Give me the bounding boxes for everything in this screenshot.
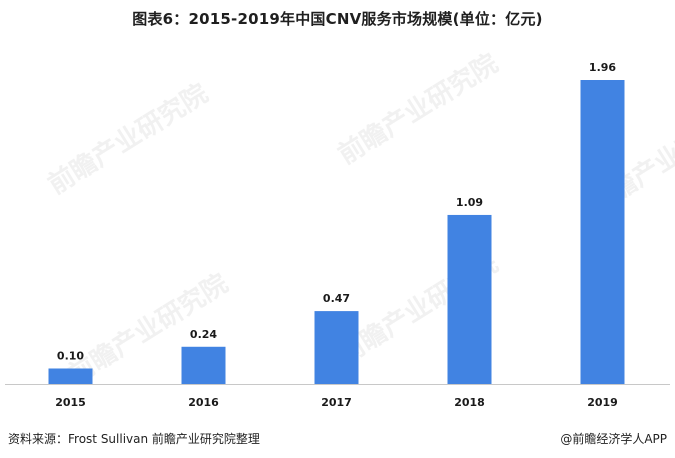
x-tick-label-2018: 2018	[454, 396, 485, 409]
x-tick-label-2019: 2019	[587, 396, 618, 409]
source-note: 资料来源：Frost Sullivan 前瞻产业研究院整理	[8, 432, 260, 446]
footer: 资料来源：Frost Sullivan 前瞻产业研究院整理 @前瞻经济学人APP	[0, 424, 675, 458]
x-tick-label-2017: 2017	[321, 396, 352, 409]
value-label-2017: 0.47	[323, 292, 350, 305]
brand-label: @前瞻经济学人APP	[560, 432, 667, 446]
x-tick-label-2016: 2016	[188, 396, 219, 409]
chart-title: 图表6：2015-2019年中国CNV服务市场规模(单位：亿元)	[132, 10, 543, 28]
bar-2015	[48, 368, 93, 384]
bar-2017	[314, 311, 359, 384]
bar-2016	[181, 346, 226, 384]
value-label-2018: 1.09	[456, 196, 483, 209]
value-label-2016: 0.24	[190, 328, 217, 341]
x-tick-label-2015: 2015	[55, 396, 86, 409]
bar-2019	[580, 80, 625, 384]
value-label-2015: 0.10	[57, 349, 84, 362]
bar-2018	[447, 214, 492, 384]
value-label-2019: 1.96	[589, 61, 616, 74]
bar-chart: 0.10 2015 0.24 2016 0.47 2017 1.09 2018 1.96 2019	[5, 61, 670, 409]
